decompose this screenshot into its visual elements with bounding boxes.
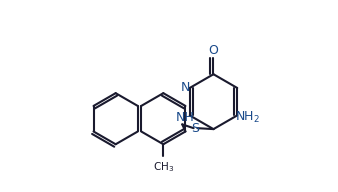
Text: NH$_2$: NH$_2$ (235, 110, 260, 125)
Text: S: S (192, 122, 199, 135)
Text: O: O (209, 44, 218, 57)
Text: CH$_3$: CH$_3$ (153, 160, 174, 174)
Text: NH: NH (176, 111, 194, 124)
Text: N: N (181, 80, 190, 94)
